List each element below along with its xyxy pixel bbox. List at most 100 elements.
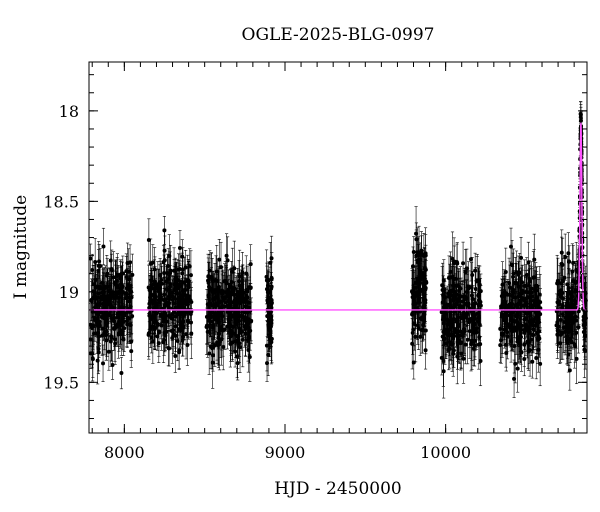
data-point xyxy=(105,258,110,289)
data-point xyxy=(423,331,428,370)
data-point xyxy=(228,269,233,317)
y-axis-label: I magnitude xyxy=(11,195,31,299)
data-point xyxy=(440,293,445,346)
data-point xyxy=(168,274,173,319)
y-tick-label: 18.5 xyxy=(43,192,79,211)
y-tick-label: 19.5 xyxy=(43,373,79,392)
data-point xyxy=(473,252,478,289)
data-point xyxy=(456,270,461,327)
data-point xyxy=(166,329,171,367)
data-point xyxy=(411,345,416,380)
data-point xyxy=(567,245,572,278)
data-point xyxy=(178,313,183,348)
data-point xyxy=(478,273,483,309)
data-point xyxy=(222,263,227,300)
data-point xyxy=(231,289,236,343)
data-points xyxy=(88,101,588,399)
data-point xyxy=(410,310,415,355)
x-tick-label: 9000 xyxy=(265,443,306,462)
data-point xyxy=(225,303,230,350)
data-point xyxy=(173,263,178,304)
data-point xyxy=(269,282,274,334)
x-axis-label: HJD - 2450000 xyxy=(274,479,402,499)
data-point xyxy=(454,285,459,323)
data-point xyxy=(265,344,270,382)
data-point xyxy=(207,332,212,375)
data-point xyxy=(177,331,182,369)
data-point xyxy=(239,276,244,322)
data-point xyxy=(88,243,93,274)
data-point xyxy=(119,356,124,390)
data-point xyxy=(445,285,450,326)
data-point xyxy=(185,324,190,366)
data-point xyxy=(418,301,423,336)
data-point xyxy=(124,295,129,347)
y-tick-label: 18 xyxy=(59,102,79,121)
data-point xyxy=(109,314,114,362)
data-point xyxy=(175,321,180,362)
x-tick-label: 8000 xyxy=(104,443,145,462)
data-point xyxy=(266,270,271,315)
data-point xyxy=(93,238,98,286)
data-point xyxy=(227,274,232,323)
data-point xyxy=(150,244,155,281)
data-point xyxy=(237,249,242,303)
data-point xyxy=(96,333,101,372)
data-point xyxy=(102,316,107,351)
data-point xyxy=(461,293,466,338)
data-point xyxy=(106,280,111,328)
data-point xyxy=(459,338,464,370)
data-point xyxy=(161,245,166,280)
data-point xyxy=(166,248,171,284)
data-point xyxy=(117,296,122,347)
data-point xyxy=(475,255,480,305)
data-point xyxy=(221,323,226,371)
data-point xyxy=(458,316,463,369)
data-point xyxy=(465,285,470,326)
data-point xyxy=(224,275,229,311)
data-point xyxy=(146,307,151,360)
data-point xyxy=(210,330,215,365)
data-point xyxy=(470,257,475,293)
data-point xyxy=(416,263,421,300)
data-point xyxy=(183,249,188,286)
data-point xyxy=(152,259,157,304)
data-point xyxy=(183,277,188,326)
data-point xyxy=(113,308,118,347)
data-point xyxy=(219,312,224,366)
data-point xyxy=(465,294,470,333)
data-point xyxy=(180,239,185,274)
data-point xyxy=(214,255,219,306)
data-point xyxy=(451,285,456,329)
data-point xyxy=(101,344,106,382)
data-point xyxy=(158,292,163,340)
data-point xyxy=(412,283,417,318)
data-point xyxy=(122,304,127,352)
data-point xyxy=(125,242,130,284)
data-point xyxy=(89,278,94,322)
data-point xyxy=(229,268,234,307)
data-point xyxy=(116,277,121,309)
chart-title: OGLE-2025-BLG-0997 xyxy=(242,25,435,45)
data-point xyxy=(109,274,114,314)
data-point xyxy=(156,268,161,314)
data-point xyxy=(216,297,221,349)
data-point xyxy=(111,278,116,316)
data-point xyxy=(450,321,455,355)
data-point xyxy=(235,294,240,330)
data-point xyxy=(449,265,454,315)
data-point xyxy=(110,301,115,337)
data-point xyxy=(148,284,153,319)
data-point xyxy=(237,323,242,363)
data-point xyxy=(159,265,164,302)
data-point xyxy=(454,260,459,298)
data-point xyxy=(188,300,193,345)
data-point xyxy=(443,291,448,336)
data-point xyxy=(267,297,272,347)
data-point xyxy=(248,260,253,315)
data-point xyxy=(205,307,210,344)
data-point xyxy=(245,296,250,328)
data-point xyxy=(217,238,222,281)
data-point xyxy=(95,297,100,348)
